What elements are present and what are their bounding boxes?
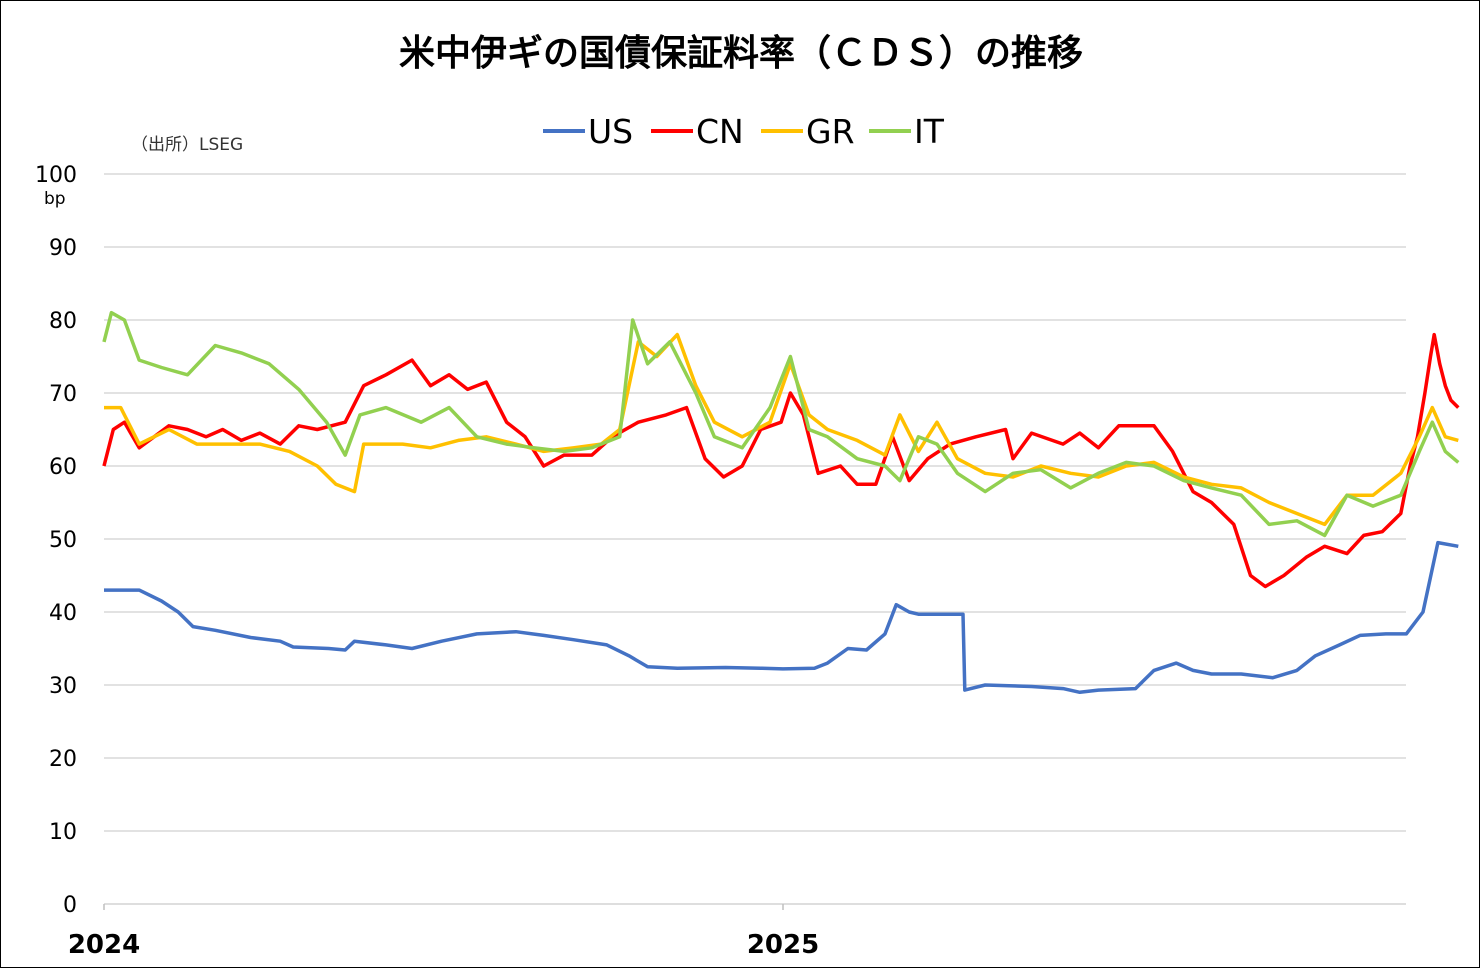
legend-label-us: US [588,112,633,151]
series-line-us [104,540,1459,695]
legend-label-cn: CN [696,112,744,151]
y-axis-unit: bp [44,189,66,209]
source-note: （出所）LSEG [131,135,243,155]
y-tick-label: 70 [49,382,77,407]
series-lines [102,310,1460,695]
y-tick-label: 50 [49,528,77,553]
gridlines [104,173,1406,905]
y-tick-label: 60 [49,455,77,480]
y-tick-label: 20 [49,747,77,772]
y-axis-ticks: 0 10 20 30 40 50 60 70 80 90 100 [35,163,77,918]
series-line-it [102,310,1460,538]
y-tick-label: 10 [49,820,77,845]
x-tick-label: 2025 [747,930,819,960]
series-line-gr [104,332,1459,527]
chart-title: 米中伊ギの国債保証料率（ＣＤＳ）の推移 [399,33,1083,74]
y-tick-label: 0 [63,893,77,918]
legend-label-gr: GR [806,112,855,151]
y-tick-label: 40 [49,601,77,626]
legend-label-it: IT [914,112,945,151]
x-axis: 2024 2025 [68,903,1406,960]
y-tick-label: 30 [49,674,77,699]
y-tick-label: 100 [35,163,77,188]
x-tick-label: 2024 [68,930,140,960]
y-tick-label: 90 [49,236,77,261]
series-line-cn [102,332,1460,589]
y-tick-label: 80 [49,309,77,334]
legend: US CN GR IT [543,112,945,151]
